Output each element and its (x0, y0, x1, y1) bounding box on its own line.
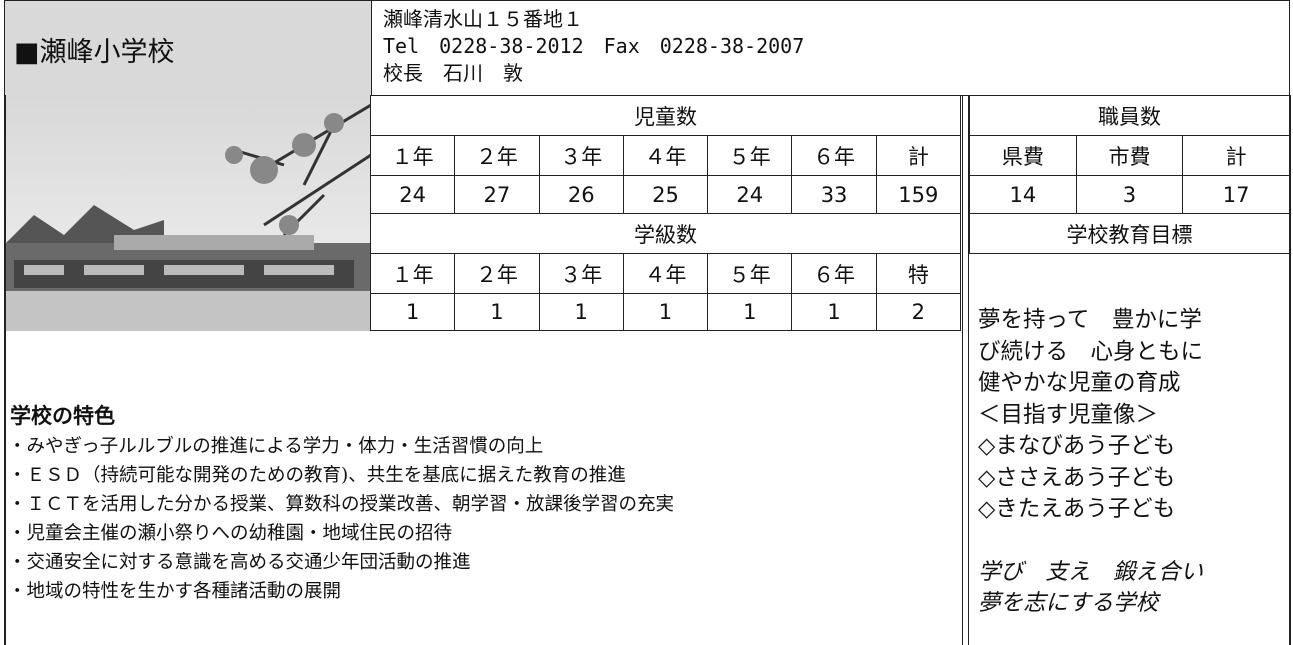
feature-item: ・児童会主催の瀬小祭りへの幼稚園・地域住民の招待 (8, 523, 453, 544)
count: 1 (791, 293, 877, 331)
column-header: ６年 (791, 135, 877, 176)
count: 14 (969, 175, 1077, 214)
column-header: ４年 (622, 253, 709, 294)
school-name: ■瀬峰小学校 (14, 37, 175, 68)
count: 3 (1075, 175, 1184, 214)
goal-line: ＜目指す児童像＞ (978, 401, 1159, 428)
goals-text: 夢を持って 豊かに学 び続ける 心身ともに 健やかな児童の育成 ＜目指す児童像＞ ◇まな… (978, 305, 1203, 620)
features-title: 学校の特色 (10, 404, 115, 428)
count: 2 (875, 293, 961, 331)
goal-line: ◇ささえあう子ども (978, 464, 1176, 491)
goal-line: ◇きたえあう子ども (978, 496, 1176, 522)
column-header: １年 (370, 253, 456, 294)
count: 26 (538, 175, 624, 214)
count: 1 (707, 293, 793, 331)
column-header: ３年 (538, 253, 624, 294)
column-header: ３年 (538, 135, 624, 176)
address: 瀬峰清水山１５番地１ Tel 0228-38-2012 Fax 0228-38-2… (383, 6, 804, 87)
column-header: ２年 (454, 135, 540, 176)
column-header: １年 (370, 135, 456, 176)
count: 17 (1182, 175, 1290, 214)
goal-line: び続ける 心身ともに (978, 338, 1204, 365)
goal-line: ◇まなびあう子ども (978, 433, 1176, 459)
count: 25 (622, 175, 709, 214)
count: 24 (707, 175, 793, 214)
feature-item: ・交通安全に対する意識を高める交通少年団活動の推進 (8, 552, 471, 573)
count: 1 (538, 293, 624, 331)
address-line: Tel 0228-38-2012 Fax 0228-38-2007 (383, 34, 805, 58)
students-title: 児童数 (370, 95, 961, 136)
count: 27 (454, 175, 540, 214)
column-header: 市費 (1075, 135, 1184, 176)
column-header: 計 (875, 135, 961, 176)
feature-item: ・ＥＳＤ（持続可能な開発のための教育)、共生を基底に据えた教育の推進 (8, 465, 626, 486)
column-header: 特 (875, 253, 961, 294)
header-box (4, 0, 372, 96)
address-line: 校長 石川 敦 (383, 61, 523, 85)
features-list: ・みやぎっ子ルルブルの推進による学力・体力・生活習慣の向上・ＥＳＤ（持続可能な開… (8, 432, 674, 606)
address-line: 瀬峰清水山１５番地１ (383, 7, 583, 31)
count: 159 (875, 175, 961, 214)
double-rule (962, 95, 969, 645)
spacer (978, 526, 1203, 557)
count: 33 (791, 175, 877, 214)
motto-line: 学び 支え 鍛え合い (978, 558, 1204, 585)
count: 1 (622, 293, 709, 331)
feature-item: ・ＩＣＴを活用した分かる授業、算数科の授業改善、朝学習・放課後学習の充実 (8, 494, 675, 515)
right-rule (1289, 95, 1291, 645)
count: 24 (370, 175, 456, 214)
column-header: ４年 (622, 135, 709, 176)
column-header: ５年 (707, 253, 793, 294)
goal-line: 夢を持って 豊かに学 (978, 307, 1202, 333)
column-header: ２年 (454, 253, 540, 294)
motto-line: 夢を志にする学校 (978, 590, 1159, 616)
column-header: ５年 (707, 135, 793, 176)
count: 1 (454, 293, 540, 331)
count: 1 (370, 293, 456, 331)
column-header: 県費 (969, 135, 1077, 176)
feature-item: ・地域の特性を生かす各種諸活動の展開 (8, 581, 342, 602)
school-photo (4, 95, 371, 331)
goal-line: 健やかな児童の育成 (978, 370, 1181, 396)
feature-item: ・みやぎっ子ルルブルの推進による学力・体力・生活習慣の向上 (8, 436, 544, 457)
staff-title: 職員数 (969, 95, 1290, 136)
left-rule (4, 95, 6, 645)
classes-title: 学級数 (370, 213, 961, 254)
column-header: ６年 (791, 253, 877, 294)
goals-title: 学校教育目標 (969, 213, 1290, 254)
column-header: 計 (1182, 135, 1290, 176)
